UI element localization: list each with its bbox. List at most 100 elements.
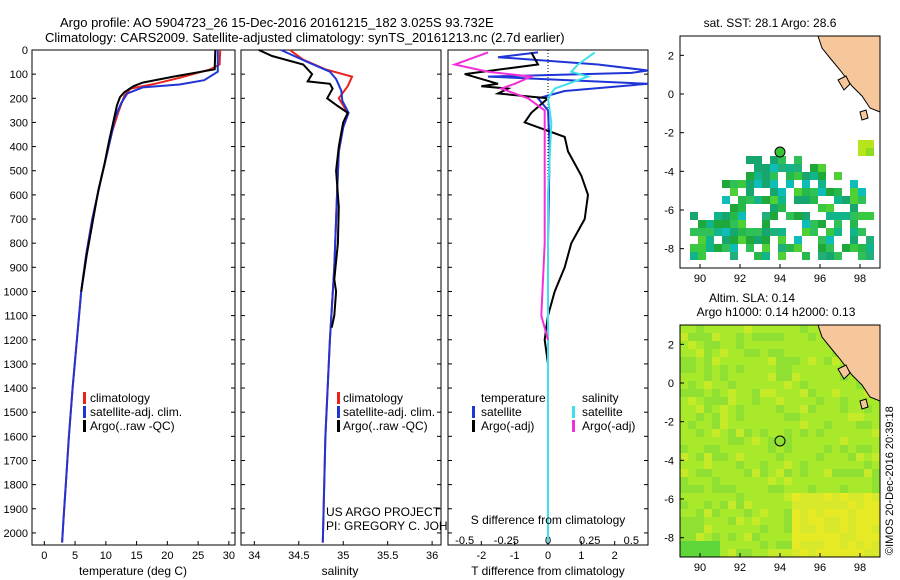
sla-cell [752, 325, 760, 333]
sla-cell [800, 533, 808, 541]
legend-swatch-climatology [337, 392, 340, 404]
sst-cell [722, 228, 730, 236]
sla-cell [800, 421, 808, 429]
sst-cell [730, 204, 738, 212]
series-line-satellite-adj--clim- [280, 49, 350, 543]
sst-cell [730, 244, 738, 252]
sla-cell [720, 349, 728, 357]
sst-cell [786, 180, 794, 188]
project-credit: US ARGO PROJECT [326, 505, 441, 519]
sst-cell [754, 164, 762, 172]
sla-cell [688, 429, 696, 437]
sla-cell [752, 549, 760, 557]
sla-cell [752, 501, 760, 509]
sla-cell [752, 429, 760, 437]
sla-cell [760, 421, 768, 429]
sla-cell [792, 509, 800, 517]
sla-cell [688, 357, 696, 365]
sla-cell [720, 525, 728, 533]
sla-cell [824, 477, 832, 485]
sla-cell [776, 349, 784, 357]
sst-cell [762, 196, 770, 204]
sla-cell [792, 325, 800, 333]
sla-cell [688, 341, 696, 349]
sla-cell [840, 533, 848, 541]
sla-cell [872, 485, 880, 493]
sst-cell [818, 236, 826, 244]
sst-cell [850, 220, 858, 228]
sla-cell [680, 453, 688, 461]
sla-cell [832, 365, 840, 373]
sla-cell [776, 405, 784, 413]
sla-cell [792, 365, 800, 373]
sla-cell [680, 437, 688, 445]
sla-cell [760, 341, 768, 349]
sla-cell [760, 509, 768, 517]
sla-cell [728, 365, 736, 373]
sla-cell [680, 429, 688, 437]
sla-cell [824, 517, 832, 525]
sla-cell [792, 453, 800, 461]
sla-cell [872, 549, 880, 557]
sla-cell [792, 341, 800, 349]
sla-cell [848, 405, 856, 413]
sla-cell [680, 421, 688, 429]
sla-cell [808, 541, 816, 549]
sla-cell [688, 437, 696, 445]
sla-cell [760, 389, 768, 397]
sla-cell [744, 549, 752, 557]
sla-cell [832, 413, 840, 421]
sla-cell [680, 549, 688, 557]
sst-cell [834, 212, 842, 220]
sla-cell [704, 405, 712, 413]
sla-cell [696, 365, 704, 373]
sla-cell [728, 373, 736, 381]
sla-cell [792, 397, 800, 405]
sla-cell [712, 477, 720, 485]
legend-swatch-climatology [83, 392, 86, 404]
sla-cell [792, 477, 800, 485]
sla-cell [816, 541, 824, 549]
sla-cell [792, 333, 800, 341]
sla-cell [848, 381, 856, 389]
sst-cell [706, 220, 714, 228]
sla-cell [808, 461, 816, 469]
sla-cell [816, 533, 824, 541]
sst-cell [714, 244, 722, 252]
sla-cell [816, 517, 824, 525]
lat-tick-label: 2 [668, 339, 674, 351]
legend-satellite: satellite-adj. clim. [90, 405, 182, 419]
sst-cell [834, 220, 842, 228]
sla-cell [720, 477, 728, 485]
sla-cell [696, 373, 704, 381]
sla-cell [696, 509, 704, 517]
sla-cell [760, 493, 768, 501]
legend-header-temperature: temperature [481, 391, 546, 405]
sla-cell [712, 533, 720, 541]
sst-cell [722, 220, 730, 228]
sst-cell [826, 236, 834, 244]
y-tick-label: 500 [10, 166, 28, 178]
sla-cell [848, 389, 856, 397]
sst-cell [730, 252, 738, 260]
sla-cell [744, 325, 752, 333]
sla-cell [760, 533, 768, 541]
sla-cell [776, 477, 784, 485]
sla-cell [736, 517, 744, 525]
sst-cell [770, 164, 778, 172]
legend-t-satellite: satellite [481, 405, 522, 419]
sla-cell [800, 453, 808, 461]
sst-cell [850, 196, 858, 204]
salinity-plot-frame [240, 49, 442, 546]
sla-cell [768, 533, 776, 541]
sla-cell [768, 405, 776, 413]
sla-cell [752, 525, 760, 533]
sla-cell [872, 509, 880, 517]
sst-cell [778, 252, 786, 260]
legend-swatch-satellite [83, 406, 86, 418]
y-tick-label: 900 [10, 262, 28, 274]
sla-cell [696, 493, 704, 501]
salinity-lines [258, 49, 354, 543]
sla-cell [808, 549, 816, 557]
sla-cell [728, 469, 736, 477]
